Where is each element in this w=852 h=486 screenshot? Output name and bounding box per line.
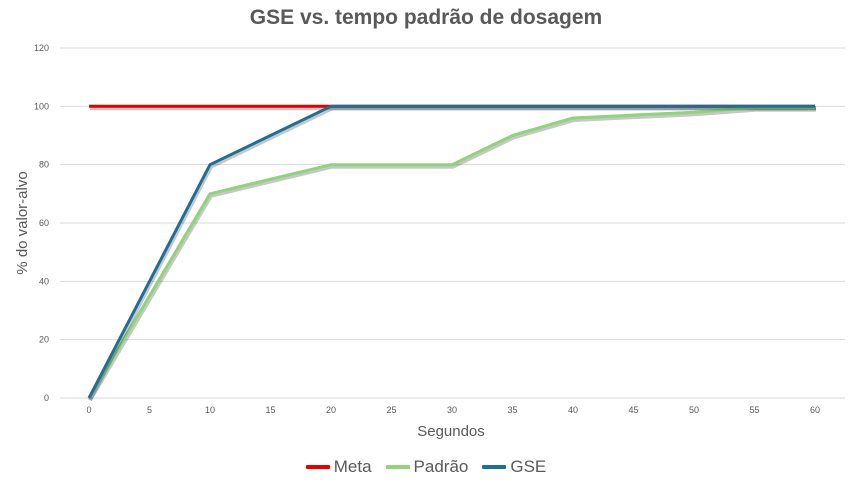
legend: Meta Padrão GSE (0, 457, 852, 477)
y-tick-label: 120 (34, 43, 49, 53)
series-line-padrão (87, 106, 815, 399)
legend-label: Padrão (413, 457, 469, 476)
y-tick-label: 60 (39, 218, 49, 228)
x-tick-label: 35 (507, 405, 517, 415)
x-tick-label: 5 (147, 405, 152, 415)
y-tick-label: 0 (44, 393, 49, 403)
gridlines (60, 47, 845, 399)
legend-swatch (385, 465, 410, 469)
y-tick-label: 20 (39, 335, 49, 345)
x-tick-label: 0 (86, 405, 91, 415)
x-tick-label: 15 (265, 405, 275, 415)
legend-item-meta: Meta (305, 457, 372, 477)
series-shadow-padrão (88, 107, 816, 402)
series-line-gse (87, 104, 815, 399)
y-tick-label: 100 (34, 101, 49, 111)
x-tick-label: 60 (810, 405, 820, 415)
x-axis-title: Segundos (417, 423, 485, 440)
legend-item-gse: GSE (482, 457, 546, 477)
chart-title: GSE vs. tempo padrão de dosagem (249, 6, 603, 29)
y-axis-title: % do valor-alvo (14, 171, 31, 274)
legend-swatch (305, 465, 330, 469)
x-tick-label: 25 (386, 405, 396, 415)
x-tick-label: 50 (689, 405, 699, 415)
y-axis-ticks: 0 20 40 60 80 100 120 (34, 43, 49, 403)
x-tick-label: 10 (205, 405, 215, 415)
series-lines (87, 104, 816, 402)
legend-label: Meta (333, 457, 372, 476)
legend-item-padrão: Padrão (385, 457, 469, 477)
x-tick-label: 30 (447, 405, 457, 415)
x-tick-label: 55 (749, 405, 759, 415)
y-tick-label: 80 (39, 160, 49, 170)
x-tick-label: 40 (568, 405, 578, 415)
y-tick-label: 40 (39, 276, 49, 286)
legend-label: GSE (510, 457, 547, 476)
series-shadow-gse (88, 106, 816, 401)
x-tick-label: 20 (326, 405, 336, 415)
x-tick-label: 45 (628, 405, 638, 415)
x-axis-ticks: 0 5 10 15 20 25 30 35 40 45 50 55 60 (86, 405, 820, 415)
legend-swatch (482, 465, 507, 469)
